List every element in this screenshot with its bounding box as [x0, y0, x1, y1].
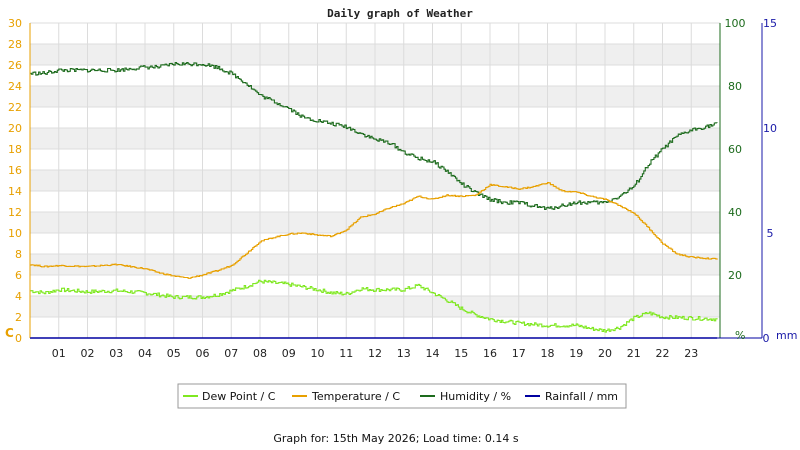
x-axis-ticks: 01 02 03 04 05 06 07 08 09 10 11 12 13 14 15 16 17 18 19 20… [52, 347, 699, 360]
x-axis-tick-label: 01 [52, 347, 66, 360]
x-axis-tick-label: 10 [311, 347, 325, 360]
left-axis-tick-label: 4 [15, 290, 22, 303]
legend-label-humidity: Humidity / % [440, 390, 511, 403]
x-axis-tick-label: 16 [483, 347, 497, 360]
rainfall-axis-tick-label: 15 [763, 17, 777, 30]
rainfall-axis-ticks: 0 5 10 15 [763, 17, 778, 345]
x-axis-tick-label: 03 [109, 347, 123, 360]
left-axis-tick-label: 6 [15, 269, 22, 282]
chart-title: Daily graph of Weather [327, 7, 473, 20]
x-axis-tick-label: 19 [569, 347, 583, 360]
x-axis-tick-label: 08 [253, 347, 267, 360]
footer-text: Graph for: 15th May 2026; Load time: 0.1… [273, 432, 519, 445]
humidity-axis-tick-label: 40 [728, 206, 742, 219]
left-axis-tick-label: 8 [15, 248, 22, 261]
x-axis-tick-label: 12 [368, 347, 382, 360]
left-axis-tick-label: 12 [8, 206, 22, 219]
left-axis-tick-label: 2 [15, 311, 22, 324]
x-axis-tick-label: 13 [397, 347, 411, 360]
axes [29, 23, 763, 339]
left-axis-tick-label: 18 [8, 143, 22, 156]
rainfall-axis-tick-label: 10 [763, 122, 777, 135]
x-axis-tick-label: 04 [138, 347, 152, 360]
x-axis-tick-label: 20 [598, 347, 612, 360]
x-axis-tick-label: 11 [339, 347, 353, 360]
humidity-axis-unit: % [735, 329, 745, 342]
grid-lines [30, 22, 720, 339]
x-axis-tick-label: 05 [167, 347, 181, 360]
humidity-axis-tick-label: 100 [725, 17, 746, 30]
legend: Dew Point / C Temperature / C Humidity /… [177, 383, 627, 409]
rainfall-axis-tick-label: 0 [763, 332, 770, 345]
x-axis-tick-label: 14 [426, 347, 440, 360]
left-axis-tick-label: 30 [8, 17, 22, 30]
left-axis-tick-label: 26 [8, 59, 22, 72]
x-axis-tick-label: 22 [656, 347, 670, 360]
series-line-temperature [30, 182, 718, 279]
legend-label-dew-point: Dew Point / C [202, 390, 276, 403]
humidity-axis-ticks: 20 40 60 80 100 [725, 17, 746, 282]
left-axis-unit: C [5, 326, 14, 340]
legend-box [177, 383, 627, 409]
left-axis-tick-label: 14 [8, 185, 22, 198]
x-axis-tick-label: 09 [282, 347, 296, 360]
x-axis-tick-label: 07 [224, 347, 238, 360]
rainfall-axis-unit: mm [776, 329, 797, 342]
series-line-humidity [30, 61, 718, 210]
left-axis-tick-label: 28 [8, 38, 22, 51]
x-axis-tick-label: 02 [81, 347, 95, 360]
humidity-axis-tick-label: 80 [728, 80, 742, 93]
x-axis-tick-label: 18 [541, 347, 555, 360]
humidity-axis-tick-label: 20 [728, 269, 742, 282]
left-axis-tick-label: 24 [8, 80, 22, 93]
left-axis-tick-label: 22 [8, 101, 22, 114]
series-line-dew [30, 279, 718, 333]
humidity-axis-tick-label: 60 [728, 143, 742, 156]
left-axis-tick-label: 20 [8, 122, 22, 135]
x-axis-tick-label: 06 [196, 347, 210, 360]
left-axis-tick-label: 0 [15, 332, 22, 345]
left-axis-tick-label: 10 [8, 227, 22, 240]
x-axis-tick-label: 15 [454, 347, 468, 360]
legend-label-rainfall: Rainfall / mm [545, 390, 618, 403]
rainfall-axis-tick-label: 5 [767, 227, 774, 240]
x-axis-tick-label: 17 [512, 347, 526, 360]
x-axis-tick-label: 23 [684, 347, 698, 360]
legend-label-temperature: Temperature / C [311, 390, 400, 403]
left-axis-tick-label: 16 [8, 164, 22, 177]
x-axis-tick-label: 21 [627, 347, 641, 360]
